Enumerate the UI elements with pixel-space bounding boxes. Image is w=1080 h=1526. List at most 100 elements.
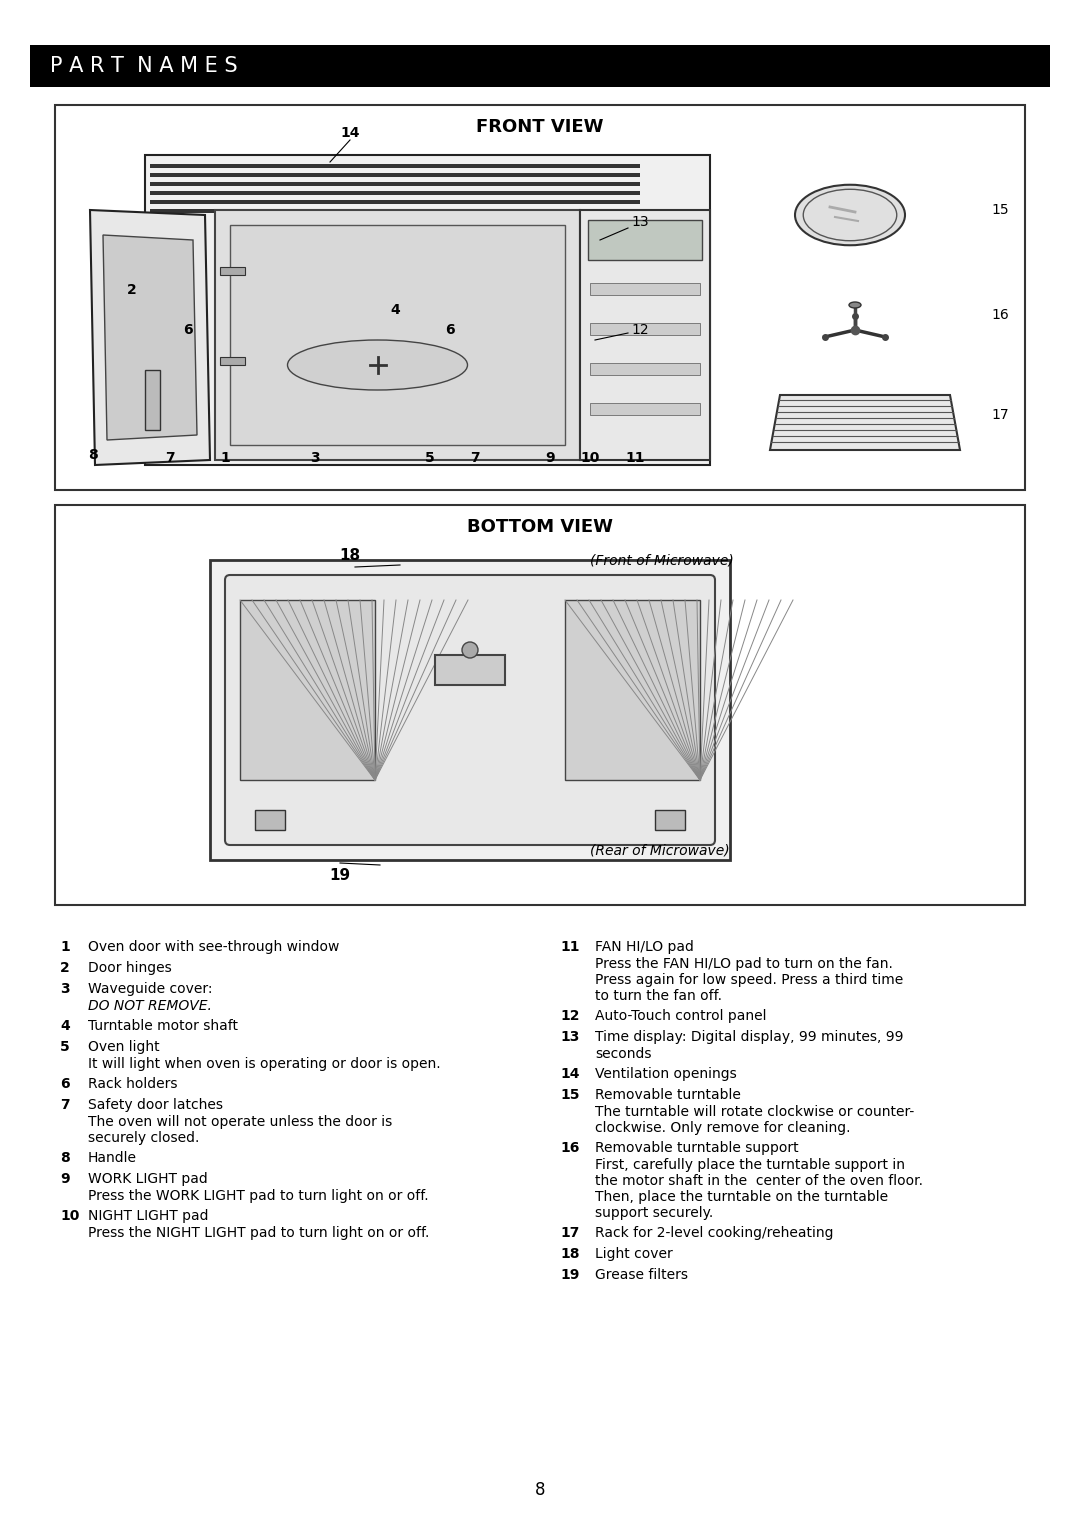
Text: Door hinges: Door hinges — [87, 961, 172, 975]
Ellipse shape — [795, 185, 905, 246]
Text: 13: 13 — [561, 1030, 579, 1044]
Text: Turntable motor shaft: Turntable motor shaft — [87, 1019, 238, 1033]
Text: 1: 1 — [60, 940, 70, 954]
Text: Press the NIGHT LIGHT pad to turn light on or off.: Press the NIGHT LIGHT pad to turn light … — [87, 1225, 430, 1241]
Text: Then, place the turntable on the turntable: Then, place the turntable on the turntab… — [595, 1190, 888, 1204]
Text: Time display: Digital display, 99 minutes, 99: Time display: Digital display, 99 minute… — [595, 1030, 904, 1044]
FancyBboxPatch shape — [225, 575, 715, 845]
Text: clockwise. Only remove for cleaning.: clockwise. Only remove for cleaning. — [595, 1122, 851, 1135]
Text: 14: 14 — [561, 1067, 580, 1080]
Text: First, carefully place the turntable support in: First, carefully place the turntable sup… — [595, 1158, 905, 1172]
Text: 5: 5 — [426, 452, 435, 465]
Text: Light cover: Light cover — [595, 1247, 673, 1260]
Text: The oven will not operate unless the door is: The oven will not operate unless the doo… — [87, 1116, 392, 1129]
Bar — [588, 220, 702, 259]
Bar — [215, 211, 580, 459]
Text: Press the FAN HI/LO pad to turn on the fan.: Press the FAN HI/LO pad to turn on the f… — [595, 957, 893, 971]
Text: 7: 7 — [470, 452, 480, 465]
Bar — [654, 810, 685, 830]
Text: 12: 12 — [631, 324, 649, 337]
Text: 16: 16 — [991, 308, 1009, 322]
Text: 18: 18 — [339, 548, 361, 563]
Text: 9: 9 — [60, 1172, 69, 1186]
Text: FRONT VIEW: FRONT VIEW — [476, 118, 604, 136]
Text: Oven light: Oven light — [87, 1041, 160, 1054]
Text: FAN HI/LO pad: FAN HI/LO pad — [595, 940, 693, 954]
Text: (Front of Microwave): (Front of Microwave) — [590, 552, 733, 568]
Text: 19: 19 — [561, 1268, 579, 1282]
Text: 4: 4 — [390, 304, 400, 317]
Text: NIGHT LIGHT pad: NIGHT LIGHT pad — [87, 1209, 208, 1222]
Bar — [590, 324, 700, 336]
Text: Grease filters: Grease filters — [595, 1268, 688, 1282]
Text: 8: 8 — [89, 449, 98, 462]
Polygon shape — [103, 235, 197, 439]
Bar — [565, 600, 700, 780]
Bar — [55, 505, 1025, 905]
Ellipse shape — [287, 340, 468, 391]
Ellipse shape — [462, 642, 478, 658]
Bar — [150, 191, 640, 195]
Bar — [230, 224, 565, 446]
Text: Handle: Handle — [87, 1151, 137, 1164]
Text: Waveguide cover:: Waveguide cover: — [87, 983, 213, 996]
Text: Ventilation openings: Ventilation openings — [595, 1067, 737, 1080]
Bar — [240, 600, 375, 780]
Text: DO NOT REMOVE.: DO NOT REMOVE. — [87, 1000, 212, 1013]
Text: Safety door latches: Safety door latches — [87, 1099, 222, 1112]
Text: 2: 2 — [60, 961, 70, 975]
Text: It will light when oven is operating or door is open.: It will light when oven is operating or … — [87, 1058, 441, 1071]
Bar — [150, 172, 640, 177]
Text: seconds: seconds — [595, 1047, 651, 1061]
Text: Removable turntable: Removable turntable — [595, 1088, 741, 1102]
Polygon shape — [90, 211, 210, 465]
Bar — [145, 369, 160, 430]
Text: support securely.: support securely. — [595, 1206, 713, 1219]
Bar — [210, 560, 730, 861]
Text: Removable turntable support: Removable turntable support — [595, 1141, 798, 1155]
Text: 6: 6 — [445, 324, 455, 337]
Text: 13: 13 — [631, 215, 649, 229]
Text: 18: 18 — [561, 1247, 580, 1260]
Bar — [150, 200, 640, 204]
Text: 8: 8 — [60, 1151, 70, 1164]
Text: 3: 3 — [60, 983, 69, 996]
Text: the motor shaft in the  center of the oven floor.: the motor shaft in the center of the ove… — [595, 1173, 923, 1189]
Text: Auto-Touch control panel: Auto-Touch control panel — [595, 1009, 767, 1022]
Bar — [30, 44, 1050, 87]
Text: 7: 7 — [165, 452, 175, 465]
Bar — [590, 282, 700, 295]
Text: 19: 19 — [329, 867, 351, 882]
Polygon shape — [770, 395, 960, 450]
Text: 9: 9 — [545, 452, 555, 465]
Bar — [590, 403, 700, 415]
Text: The turntable will rotate clockwise or counter-: The turntable will rotate clockwise or c… — [595, 1105, 915, 1119]
Text: 10: 10 — [60, 1209, 79, 1222]
Text: 2: 2 — [127, 282, 137, 298]
Bar — [150, 163, 640, 168]
Text: securely closed.: securely closed. — [87, 1131, 200, 1144]
Text: 16: 16 — [561, 1141, 579, 1155]
Bar — [55, 105, 1025, 490]
Text: P A R T  N A M E S: P A R T N A M E S — [50, 56, 238, 76]
Text: 11: 11 — [625, 452, 645, 465]
Text: 17: 17 — [561, 1225, 579, 1241]
Text: 3: 3 — [310, 452, 320, 465]
Text: WORK LIGHT pad: WORK LIGHT pad — [87, 1172, 207, 1186]
Text: 14: 14 — [340, 127, 360, 140]
Bar — [580, 211, 710, 459]
Text: Press again for low speed. Press a third time: Press again for low speed. Press a third… — [595, 974, 903, 987]
Text: 15: 15 — [991, 203, 1009, 217]
Text: 12: 12 — [561, 1009, 580, 1022]
Bar — [220, 357, 245, 365]
Text: (Rear of Microwave): (Rear of Microwave) — [590, 842, 730, 858]
Text: 15: 15 — [561, 1088, 580, 1102]
Text: 5: 5 — [60, 1041, 70, 1054]
Bar — [590, 363, 700, 375]
Text: 8: 8 — [535, 1482, 545, 1499]
Text: 4: 4 — [60, 1019, 70, 1033]
Text: 10: 10 — [580, 452, 599, 465]
Bar — [145, 156, 710, 465]
Text: to turn the fan off.: to turn the fan off. — [595, 989, 723, 1003]
Text: 6: 6 — [60, 1077, 69, 1091]
